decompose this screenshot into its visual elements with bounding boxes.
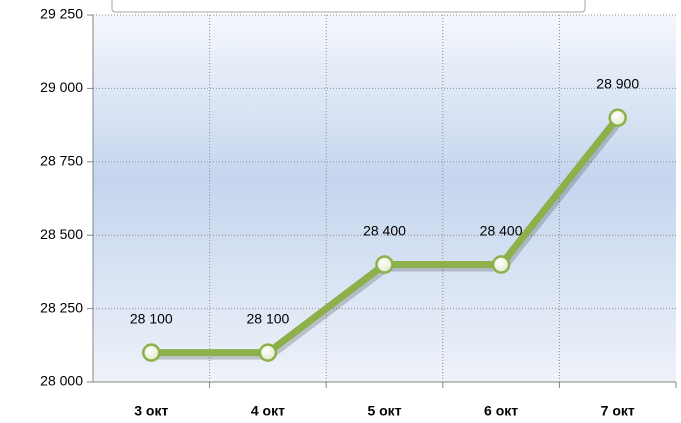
data-label: 28 100 [130, 310, 173, 326]
data-point [142, 343, 161, 362]
y-tick-label: 29 250 [40, 6, 83, 22]
data-point [491, 255, 511, 274]
x-tick-label: 6 окт [484, 403, 518, 419]
y-tick-label: 28 000 [40, 373, 83, 389]
data-label: 28 400 [480, 222, 523, 238]
data-point [375, 255, 394, 274]
x-tick-label: 4 окт [251, 403, 285, 419]
data-label: 28 900 [596, 75, 639, 91]
data-label: 28 400 [363, 222, 406, 238]
x-tick-label: 3 окт [134, 403, 168, 419]
data-label: 28 100 [246, 310, 289, 326]
y-tick-label: 29 000 [40, 79, 83, 95]
data-point [258, 343, 278, 362]
chart-layer: 28 000 28 250 28 500 28 750 29 000 29 250 3 ок… [40, 6, 677, 419]
x-tick-label: 7 окт [601, 403, 635, 419]
legend-box [111, 0, 586, 13]
plot-area [93, 15, 676, 382]
x-tick-label: 5 окт [367, 403, 401, 419]
y-tick-label: 28 250 [40, 299, 83, 315]
y-tick-label: 28 500 [40, 226, 83, 242]
y-tick-label: 28 750 [40, 153, 83, 169]
data-point [608, 108, 627, 128]
